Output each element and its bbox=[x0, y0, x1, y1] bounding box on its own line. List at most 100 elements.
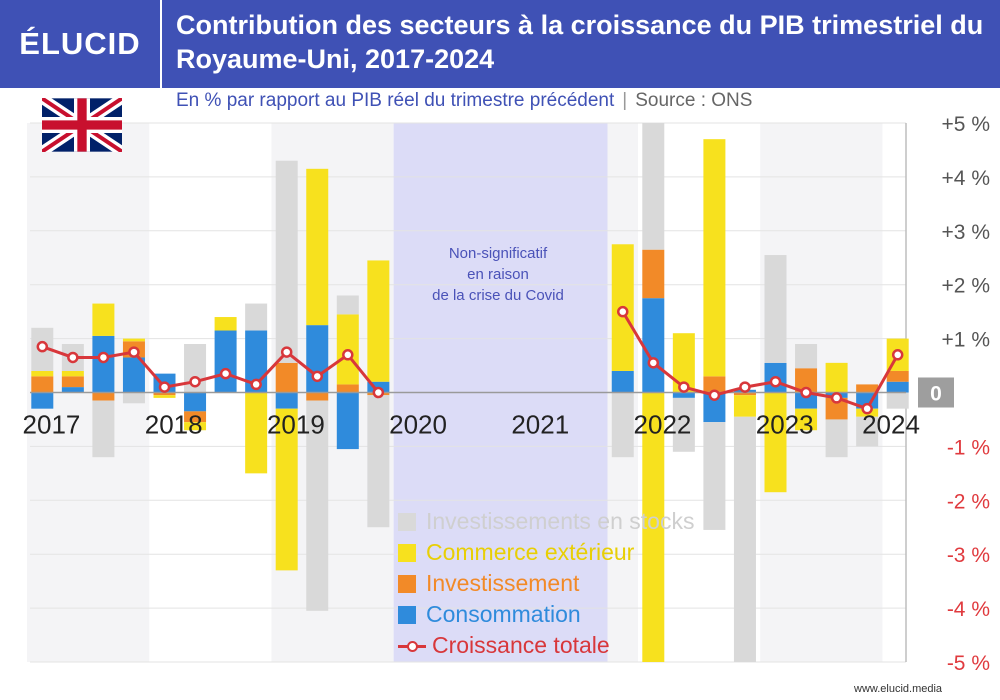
legend-label-commerce: Commerce extérieur bbox=[426, 539, 635, 565]
growth-point bbox=[708, 389, 721, 401]
bar-stocks bbox=[367, 395, 390, 528]
bar-commerce bbox=[703, 139, 726, 377]
year-label: 2018 bbox=[145, 410, 203, 440]
legend-swatch-stocks bbox=[398, 512, 416, 531]
bar-consommation bbox=[275, 392, 298, 409]
bar-investissement bbox=[703, 376, 726, 393]
bar-consommation bbox=[214, 330, 237, 393]
bar-commerce bbox=[184, 422, 207, 431]
growth-point bbox=[342, 349, 354, 361]
y-tick-label: -4 % bbox=[947, 598, 990, 621]
legend-label-investissement: Investissement bbox=[426, 570, 580, 596]
bar-commerce bbox=[642, 392, 665, 662]
bar-stocks bbox=[856, 416, 879, 447]
bar-consommation bbox=[122, 357, 145, 393]
bar-commerce bbox=[214, 317, 237, 331]
bar-commerce bbox=[733, 395, 756, 417]
footer-url[interactable]: www.elucid.media bbox=[854, 683, 943, 695]
bar-consommation bbox=[611, 370, 634, 393]
legend-item-croissance[interactable]: Croissance totale bbox=[398, 630, 694, 661]
bar-stocks bbox=[672, 397, 695, 452]
bar-stocks bbox=[92, 400, 115, 458]
y-tick-label: -3 % bbox=[947, 544, 990, 567]
legend-marker-croissance bbox=[398, 637, 426, 655]
growth-point bbox=[67, 351, 79, 364]
bar-commerce bbox=[245, 392, 268, 474]
bar-commerce bbox=[672, 333, 695, 393]
growth-point bbox=[647, 357, 660, 369]
growth-point bbox=[678, 381, 690, 393]
year-label: 2021 bbox=[511, 410, 569, 440]
year-label: 2022 bbox=[634, 410, 692, 440]
y-tick-label: +5 % bbox=[942, 113, 990, 136]
y-tick-label: -2 % bbox=[947, 490, 990, 513]
covid-note-line1: Non-significatif bbox=[448, 245, 548, 262]
bar-investissement bbox=[856, 384, 879, 393]
growth-point bbox=[861, 402, 873, 415]
growth-point bbox=[830, 392, 843, 404]
elucid-logo[interactable]: ÉLUCID bbox=[0, 0, 162, 88]
growth-point bbox=[219, 367, 232, 380]
legend-item-stocks[interactable]: Investissements en stocks bbox=[398, 506, 694, 537]
covid-annotation: Non-significatif en raison de la crise d… bbox=[392, 243, 604, 306]
bar-commerce bbox=[122, 338, 145, 342]
legend-item-consommation[interactable]: Consommation bbox=[398, 599, 694, 630]
growth-point bbox=[739, 381, 751, 393]
growth-point bbox=[311, 370, 323, 383]
bar-commerce bbox=[153, 395, 176, 398]
bar-consommation bbox=[795, 392, 818, 409]
bar-stocks bbox=[825, 419, 848, 458]
y-tick-label: -5 % bbox=[947, 652, 990, 675]
bar-consommation bbox=[336, 392, 359, 450]
bar-stocks bbox=[306, 400, 329, 611]
year-label: 2023 bbox=[756, 410, 814, 440]
growth-point bbox=[769, 375, 782, 388]
chart-svg: +5 % +4 % +3 % +2 % +1 % 0 -1 % -2 % -3 % -4 % -5 … bbox=[23, 113, 990, 675]
bar-commerce bbox=[367, 260, 390, 382]
bar-stocks bbox=[733, 416, 756, 662]
growth-point bbox=[800, 386, 812, 399]
legend-item-investissement[interactable]: Investissement bbox=[398, 568, 694, 599]
subtitle-separator: | bbox=[622, 90, 628, 111]
chart-title: Contribution des secteurs à la croissanc… bbox=[176, 10, 984, 74]
chart-area: +5 % +4 % +3 % +2 % +1 % 0 -1 % -2 % -3 % -4 % -5 … bbox=[0, 88, 1000, 700]
growth-point bbox=[280, 346, 293, 358]
bar-commerce bbox=[764, 392, 787, 493]
legend-label-stocks: Investissements en stocks bbox=[426, 508, 695, 534]
y-tick-label: +4 % bbox=[942, 167, 990, 190]
year-label: 2017 bbox=[23, 410, 81, 440]
bar-stocks bbox=[336, 295, 359, 315]
y-tick-label: +1 % bbox=[942, 329, 990, 352]
y-tick-label: +2 % bbox=[942, 275, 990, 298]
bar-investissement bbox=[184, 411, 207, 423]
bar-stocks bbox=[611, 392, 634, 458]
y-tick-label: +3 % bbox=[942, 221, 990, 244]
chart-subtitle: En % par rapport au PIB réel du trimestr… bbox=[176, 90, 752, 112]
bar-stocks bbox=[764, 255, 787, 363]
year-label: 2020 bbox=[389, 410, 447, 440]
growth-point bbox=[128, 346, 140, 358]
legend-item-commerce[interactable]: Commerce extérieur bbox=[398, 537, 694, 568]
zero-badge bbox=[918, 377, 954, 408]
bar-investissement bbox=[306, 392, 329, 401]
year-label: 2019 bbox=[267, 410, 325, 440]
bar-stocks bbox=[886, 392, 909, 409]
source-label: Source : ONS bbox=[635, 90, 753, 111]
bar-investissement bbox=[795, 368, 818, 393]
bar-consommation bbox=[306, 325, 329, 393]
growth-point bbox=[36, 340, 49, 353]
bar-investissement bbox=[642, 249, 665, 299]
growth-point bbox=[158, 381, 171, 393]
bar-investissement bbox=[92, 392, 115, 401]
legend-label-croissance: Croissance totale bbox=[432, 632, 610, 658]
uk-flag-icon bbox=[42, 98, 122, 152]
bar-consommation bbox=[886, 381, 909, 393]
growth-point bbox=[250, 378, 262, 391]
bar-stocks bbox=[245, 303, 268, 331]
bar-consommation bbox=[92, 335, 115, 393]
bar-investissement bbox=[733, 392, 756, 396]
bar-investissement bbox=[275, 362, 298, 393]
legend-label-consommation: Consommation bbox=[426, 601, 581, 627]
bar-investissement bbox=[153, 392, 176, 396]
covid-note-line2: en raison bbox=[467, 266, 529, 283]
